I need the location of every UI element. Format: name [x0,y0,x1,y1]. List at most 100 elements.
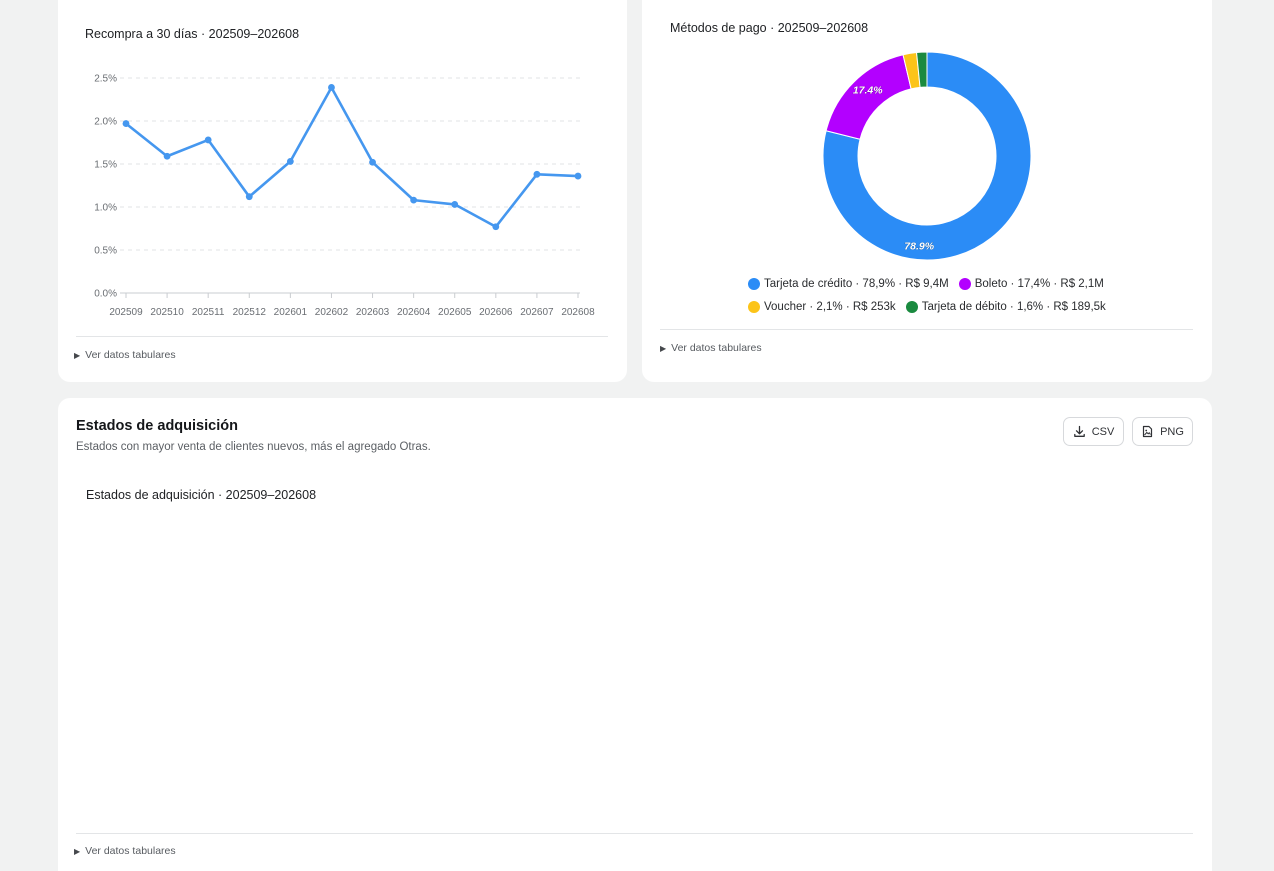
legend-item-debit-card[interactable]: Tarjeta de débito · 1,6% · R$ 189,5k [905,301,1106,313]
tile-label: BA [1059,576,1079,591]
data-point [451,201,459,208]
treemap-details-label: Ver datos tabulares [85,845,176,857]
data-point [122,120,130,127]
donut-details-toggle[interactable]: ▶ Ver datos tabulares [660,342,762,354]
x-tick-label: 202605 [438,307,472,318]
line-card-divider [76,336,608,337]
treemap-tile-ce[interactable]: CE [973,742,1038,826]
tile-label: DF [1150,576,1169,591]
repurchase-series-line [124,86,580,229]
x-tick-label: 202602 [315,307,349,318]
legend-swatch-credit-card [748,278,760,290]
treemap-tile-rs[interactable]: RS [781,529,896,682]
x-tick-label: 202603 [356,307,390,318]
treemap-tile-pe[interactable]: PE [973,640,1038,740]
donut-chart-title: Métodos de pago · 202509–202608 [670,21,869,35]
x-tick-label: 202509 [109,307,143,318]
tile-label: PR [829,747,848,763]
treemap-tile-mg[interactable]: MG [502,684,779,826]
csv-download-button[interactable]: CSV [1063,417,1124,446]
data-point [410,196,418,204]
line-details-label: Ver datos tabulares [85,349,176,361]
treemap: SP RJ MG RS PR SC GO ES PE CE BA DF Otra… [76,529,1193,826]
expand-triangle-icon: ▶ [660,343,667,353]
repurchase-card: Recompra a 30 días · 202509–202608 0.0% 0… [58,0,627,382]
data-point [369,158,376,166]
expand-triangle-icon: ▶ [74,846,81,856]
png-download-button[interactable]: PNG [1132,417,1193,446]
treemap-tile-sc[interactable]: SC [898,529,1012,638]
legend-swatch-voucher [748,301,760,313]
x-tick-label: 202608 [561,307,595,318]
donut-legend-row-2: Voucher · 2,1% · R$ 253k Tarjeta de débi… [748,301,1116,313]
treemap-tile-pr[interactable]: PR [781,684,896,826]
legend-label-debit-card: Tarjeta de débito · 1,6% · R$ 189,5k [921,301,1106,313]
treemap-tile-df[interactable]: DF [1126,529,1193,638]
data-point [574,172,582,180]
x-tick-label: 202511 [192,307,225,318]
treemap-tile-sp[interactable]: SP [76,529,500,826]
y-tick-label: 2.0% [94,117,117,128]
legend-label-voucher: Voucher · 2,1% · R$ 253k [764,301,896,313]
y-tick-label: 0.5% [94,246,117,257]
tile-label: CE [996,776,1015,792]
tile-label: SP [279,670,297,685]
expand-triangle-icon: ▶ [74,350,81,360]
x-tick-label: 202510 [150,307,184,318]
treemap-card-divider [76,833,1193,834]
treemap-tile-ba[interactable]: BA [1014,529,1124,638]
legend-swatch-debit-card [905,301,918,313]
data-point [286,158,294,165]
tile-label: ES [925,772,944,788]
y-tick-label: 2.5% [94,74,117,85]
x-tick-label: 202604 [397,307,431,318]
tile-label: SC [945,576,965,591]
donut-slice-credit-card [822,51,1032,261]
acquisition-states-card: Estados de adquisición Estados con mayor… [58,398,1212,871]
treemap-tile-go[interactable]: GO [898,640,971,732]
x-tick-label: 202512 [233,307,267,318]
donut-card-divider [660,329,1193,330]
donut-details-label: Ver datos tabulares [671,342,762,354]
donut-slice-boleto [825,54,912,140]
data-point [492,223,500,231]
csv-button-label: CSV [1091,425,1115,438]
image-file-icon [1142,425,1153,438]
data-point [163,152,171,160]
section-subtitle: Estados con mayor venta de clientes nuev… [76,441,431,453]
legend-item-credit-card[interactable]: Tarjeta de crédito · 78,9% · R$ 9,4M [748,278,949,290]
tile-label: RS [829,598,848,613]
treemap-tile-es[interactable]: ES [898,734,971,826]
treemap-tile-rj[interactable]: RJ [502,529,779,682]
data-point [533,170,541,178]
donut-chart: 78.9% 17.4% [822,51,1032,261]
y-tick-label: 0.0% [94,289,117,300]
x-tick-label: 202607 [520,307,554,318]
treemap-title: Estados de adquisición · 202509–202608 [86,488,317,502]
download-icon [1073,425,1085,437]
y-tick-label: 1.0% [94,203,117,214]
payment-methods-card: Métodos de pago · 202509–202608 78.9% 17.… [642,0,1212,382]
donut-data-label: 78.9% [904,241,934,253]
data-point [245,193,253,201]
legend-swatch-boleto [958,278,971,290]
legend-item-voucher[interactable]: Voucher · 2,1% · R$ 253k [748,301,896,313]
section-title: Estados de adquisición [76,418,238,434]
x-tick-label: 202606 [479,307,513,318]
png-button-label: PNG [1160,425,1184,438]
line-chart-title: Recompra a 30 días · 202509–202608 [85,27,300,41]
donut-legend-row-1: Tarjeta de crédito · 78,9% · R$ 9,4M Bol… [748,278,1114,290]
tile-label: PE [996,682,1015,698]
tile-label: MG [630,747,651,763]
legend-label-boleto: Boleto · 17,4% · R$ 2,1M [974,278,1104,290]
tile-label: Otras [1099,725,1134,741]
y-tick-label: 1.5% [94,160,117,171]
data-point [204,136,212,144]
legend-item-boleto[interactable]: Boleto · 17,4% · R$ 2,1M [958,278,1104,290]
data-point [328,84,335,91]
treemap-tile-otras[interactable]: Otras [1040,640,1193,826]
tile-label: GO [924,678,945,694]
donut-slice-debit-card [916,51,928,88]
treemap-details-toggle[interactable]: ▶ Ver datos tabulares [74,845,176,857]
line-details-toggle[interactable]: ▶ Ver datos tabulares [74,349,176,361]
